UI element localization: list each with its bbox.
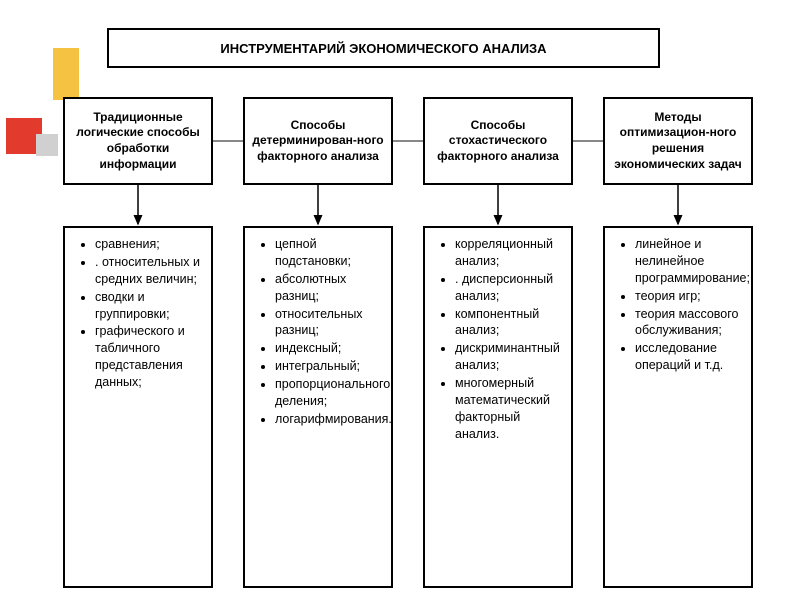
detail-list-3: линейное и нелинейное программирование;т… (607, 236, 745, 374)
detail-list-1: цепной подстановки;абсолютных разниц;отн… (247, 236, 385, 428)
category-box-3: Методы оптимизацион-ного решения экономи… (603, 97, 753, 185)
decoration-2 (36, 134, 58, 156)
diagram-title: ИНСТРУМЕНТАРИЙ ЭКОНОМИЧЕСКОГО АНАЛИЗА (107, 28, 660, 68)
detail-item-1-1: абсолютных разниц; (275, 271, 385, 305)
detail-box-3: линейное и нелинейное программирование;т… (603, 226, 753, 588)
detail-item-1-0: цепной подстановки; (275, 236, 385, 270)
detail-list-2: корреляционный анализ;. дисперсионный ан… (427, 236, 565, 443)
decoration-0 (53, 48, 79, 100)
detail-item-1-6: логарифмирования. (275, 411, 385, 428)
detail-item-2-4: многомерный математический факторный ана… (455, 375, 565, 443)
detail-list-0: сравнения;. относительных и средних вели… (67, 236, 205, 391)
detail-item-0-1: . относительных и средних величин; (95, 254, 205, 288)
category-label-2: Способы стохастического факторного анали… (429, 118, 567, 165)
detail-item-3-0: линейное и нелинейное программирование; (635, 236, 745, 287)
detail-box-0: сравнения;. относительных и средних вели… (63, 226, 213, 588)
detail-item-2-3: дискриминантный анализ; (455, 340, 565, 374)
detail-box-1: цепной подстановки;абсолютных разниц;отн… (243, 226, 393, 588)
detail-item-2-2: компонентный анализ; (455, 306, 565, 340)
category-label-0: Традиционные логические способы обработк… (69, 110, 207, 172)
detail-item-1-2: относительных разниц; (275, 306, 385, 340)
category-box-0: Традиционные логические способы обработк… (63, 97, 213, 185)
detail-item-3-2: теория массового обслуживания; (635, 306, 745, 340)
category-box-2: Способы стохастического факторного анали… (423, 97, 573, 185)
category-box-1: Способы детерминирован-ного факторного а… (243, 97, 393, 185)
detail-item-2-0: корреляционный анализ; (455, 236, 565, 270)
detail-item-3-3: исследование операций и т.д. (635, 340, 745, 374)
category-label-3: Методы оптимизацион-ного решения экономи… (609, 110, 747, 172)
detail-item-2-1: . дисперсионный анализ; (455, 271, 565, 305)
category-label-1: Способы детерминирован-ного факторного а… (249, 118, 387, 165)
detail-item-1-5: пропорционального деления; (275, 376, 385, 410)
detail-item-0-2: сводки и группировки; (95, 289, 205, 323)
detail-item-0-3: графического и табличного представления … (95, 323, 205, 391)
detail-box-2: корреляционный анализ;. дисперсионный ан… (423, 226, 573, 588)
detail-item-3-1: теория игр; (635, 288, 745, 305)
detail-item-1-4: интегральный; (275, 358, 385, 375)
detail-item-1-3: индексный; (275, 340, 385, 357)
diagram-title-text: ИНСТРУМЕНТАРИЙ ЭКОНОМИЧЕСКОГО АНАЛИЗА (220, 41, 546, 56)
detail-item-0-0: сравнения; (95, 236, 205, 253)
